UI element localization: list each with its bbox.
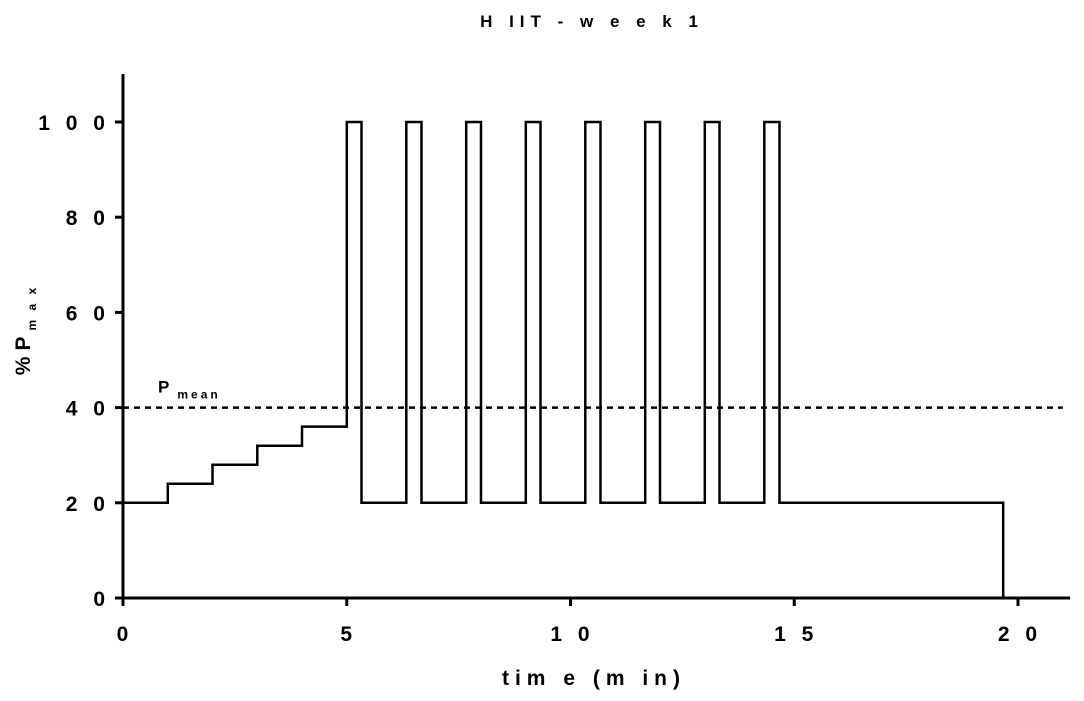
y-tick-label: 1 0 0 (38, 112, 110, 135)
y-tick-label: 6 0 (66, 302, 110, 325)
x-tick-label: 2 0 (998, 623, 1042, 646)
x-tick-label: 1 5 (774, 623, 818, 646)
svg-text:%Pm a x: %Pm a x (12, 285, 39, 375)
y-tick-label: 0 (93, 588, 110, 611)
y-tick-label: 8 0 (66, 207, 110, 230)
power-profile-line (123, 120, 1005, 598)
x-tick-label: 0 (117, 623, 134, 646)
x-axis-label: tim e (m in) (502, 667, 686, 690)
y-axis-label-main: %P (12, 331, 35, 376)
y-axis-label: %Pm a x (12, 285, 39, 375)
x-tick-label: 5 (340, 623, 357, 646)
y-tick-label: 4 0 (66, 398, 110, 421)
chart-title: H IIT - w e e k 1 (480, 12, 704, 31)
x-tick-label: 1 0 (550, 623, 594, 646)
mean-annotation-main: P (158, 378, 169, 397)
plot-area: 0 2 0 4 0 6 0 8 0 1 0 0 0 5 1 0 1 5 2 0 P mean (38, 74, 1070, 646)
y-tick-label: 2 0 (66, 493, 110, 516)
mean-annotation-sub: mean (177, 388, 220, 402)
y-axis-label-sub: m a x (25, 285, 39, 331)
